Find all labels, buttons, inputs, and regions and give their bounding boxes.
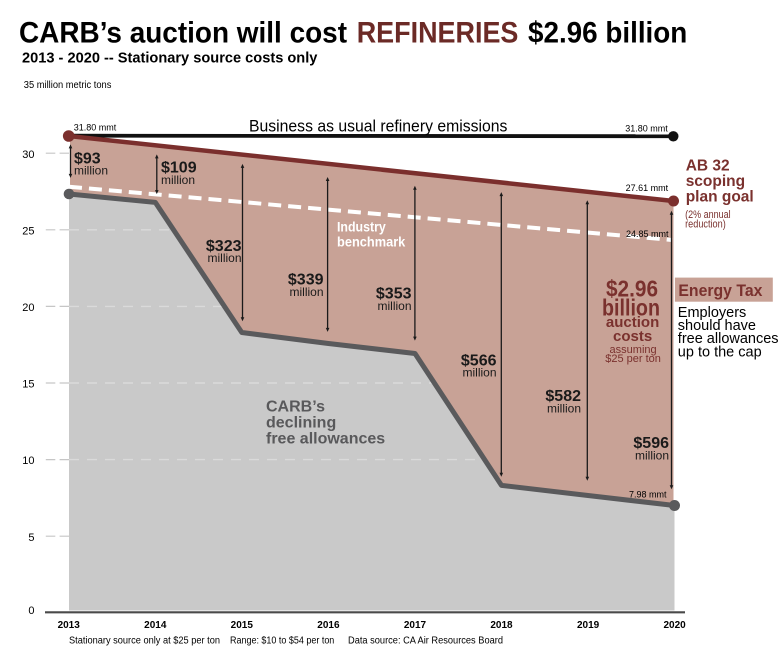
svg-text:Business as usual refinery emi: Business as usual refinery emissions bbox=[249, 118, 507, 136]
svg-text:million: million bbox=[547, 401, 581, 415]
svg-text:Stationary source only at $25: Stationary source only at $25 per ton bbox=[69, 636, 220, 647]
svg-text:up to the cap: up to the cap bbox=[678, 344, 762, 360]
svg-text:reduction): reduction) bbox=[685, 219, 726, 231]
svg-text:declining: declining bbox=[266, 414, 336, 431]
svg-text:$93: $93 bbox=[74, 150, 101, 167]
svg-text:Range: $10 to $54 per ton: Range: $10 to $54 per ton bbox=[230, 636, 334, 647]
svg-text:7.98 mmt: 7.98 mmt bbox=[629, 490, 667, 500]
svg-text:Data source: CA Air Resources: Data source: CA Air Resources Board bbox=[348, 636, 503, 647]
svg-text:million: million bbox=[635, 448, 669, 462]
svg-text:2014: 2014 bbox=[144, 620, 167, 631]
svg-text:24.85 mmt: 24.85 mmt bbox=[626, 229, 669, 239]
svg-text:20: 20 bbox=[22, 302, 34, 314]
svg-text:$339: $339 bbox=[288, 272, 324, 289]
svg-text:Industry: Industry bbox=[337, 220, 386, 235]
svg-text:benchmark: benchmark bbox=[337, 234, 406, 249]
svg-text:free allowances: free allowances bbox=[678, 331, 779, 347]
svg-text:Energy Tax: Energy Tax bbox=[678, 281, 763, 300]
svg-text:should have: should have bbox=[678, 318, 756, 334]
svg-text:billion: billion bbox=[602, 295, 660, 321]
svg-text:million: million bbox=[377, 299, 411, 313]
svg-text:free allowances: free allowances bbox=[266, 430, 385, 447]
svg-text:25: 25 bbox=[22, 225, 34, 237]
svg-text:million: million bbox=[289, 285, 323, 299]
svg-text:2017: 2017 bbox=[404, 620, 427, 631]
svg-text:$353: $353 bbox=[376, 286, 412, 303]
svg-text:30: 30 bbox=[22, 149, 34, 161]
svg-text:$2.96: $2.96 bbox=[606, 276, 658, 302]
svg-text:costs: costs bbox=[613, 328, 652, 345]
svg-text:million: million bbox=[207, 251, 241, 265]
svg-text:REFINERIES: REFINERIES bbox=[357, 17, 519, 50]
svg-text:CARB’s auction will cost: CARB’s auction will cost bbox=[19, 17, 347, 50]
svg-text:2018: 2018 bbox=[490, 620, 513, 631]
svg-text:million: million bbox=[161, 173, 195, 187]
svg-text:5: 5 bbox=[28, 532, 34, 544]
svg-text:15: 15 bbox=[22, 379, 34, 391]
svg-text:2013: 2013 bbox=[58, 620, 81, 631]
svg-text:$25 per ton: $25 per ton bbox=[605, 353, 661, 365]
svg-text:0: 0 bbox=[28, 605, 34, 617]
svg-text:2016: 2016 bbox=[317, 620, 340, 631]
svg-text:27.61 mmt: 27.61 mmt bbox=[626, 183, 669, 193]
svg-text:2019: 2019 bbox=[577, 620, 600, 631]
svg-text:31.80 mmt: 31.80 mmt bbox=[625, 124, 668, 134]
svg-text:AB 32: AB 32 bbox=[686, 158, 730, 175]
svg-text:10: 10 bbox=[22, 455, 34, 467]
svg-text:Employers: Employers bbox=[678, 305, 747, 321]
svg-text:assuming: assuming bbox=[610, 344, 657, 356]
svg-text:plan goal: plan goal bbox=[686, 189, 754, 206]
svg-text:scoping: scoping bbox=[686, 173, 745, 190]
svg-text:2020: 2020 bbox=[663, 620, 686, 631]
svg-text:$566: $566 bbox=[461, 352, 497, 369]
svg-text:$582: $582 bbox=[545, 388, 581, 405]
svg-text:2015: 2015 bbox=[231, 620, 254, 631]
svg-text:31.80 mmt: 31.80 mmt bbox=[74, 122, 117, 132]
svg-text:(2% annual: (2% annual bbox=[685, 209, 731, 221]
svg-text:$596: $596 bbox=[633, 435, 669, 452]
svg-text:35 million metric tons: 35 million metric tons bbox=[24, 80, 112, 91]
svg-text:$323: $323 bbox=[206, 238, 242, 255]
svg-text:2013 - 2020 -- Stationary sour: 2013 - 2020 -- Stationary source costs o… bbox=[22, 50, 318, 67]
svg-text:auction: auction bbox=[606, 314, 659, 331]
svg-text:$109: $109 bbox=[161, 160, 197, 177]
svg-text:million: million bbox=[74, 164, 108, 178]
svg-text:$2.96 billion: $2.96 billion bbox=[528, 17, 687, 50]
svg-text:million: million bbox=[462, 366, 496, 380]
svg-text:CARB’s: CARB’s bbox=[266, 399, 325, 416]
